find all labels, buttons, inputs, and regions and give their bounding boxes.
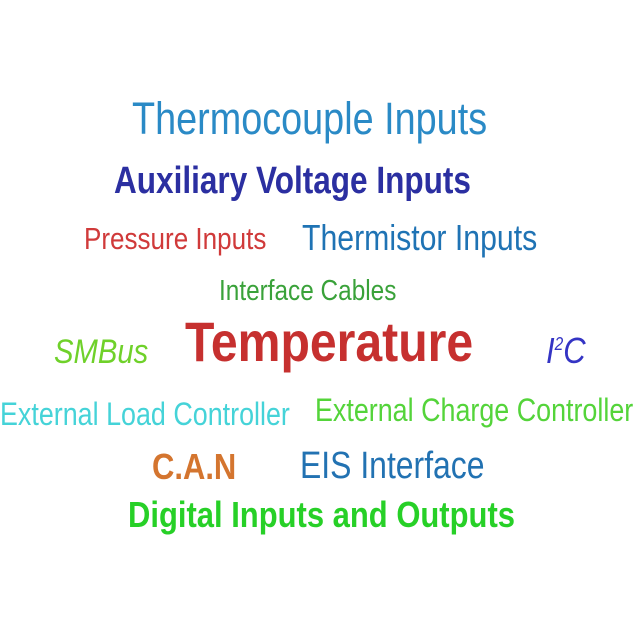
word-digital-inputs-and-outputs: Digital Inputs and Outputs xyxy=(128,494,515,535)
i2c-letter-i: I xyxy=(546,330,555,371)
word-temperature: Temperature xyxy=(185,310,474,373)
word-thermocouple-inputs: Thermocouple Inputs xyxy=(132,93,488,144)
word-pressure-inputs: Pressure Inputs xyxy=(84,221,267,256)
word-external-load-controller: External Load Controller xyxy=(0,396,290,432)
word-auxiliary-voltage-inputs: Auxiliary Voltage Inputs xyxy=(114,160,471,202)
word-smbus: SMBus xyxy=(54,333,149,371)
word-can: C.A.N xyxy=(152,446,237,487)
word-external-charge-controller: External Charge Controller xyxy=(315,392,634,428)
word-thermistor-inputs: Thermistor Inputs xyxy=(302,217,538,258)
word-interface-cables: Interface Cables xyxy=(219,275,397,307)
word-i2c: I2C xyxy=(546,333,586,369)
word-eis-interface: EIS Interface xyxy=(300,445,485,487)
i2c-letter-c: C xyxy=(563,330,586,371)
i2c-superscript: 2 xyxy=(554,334,564,354)
